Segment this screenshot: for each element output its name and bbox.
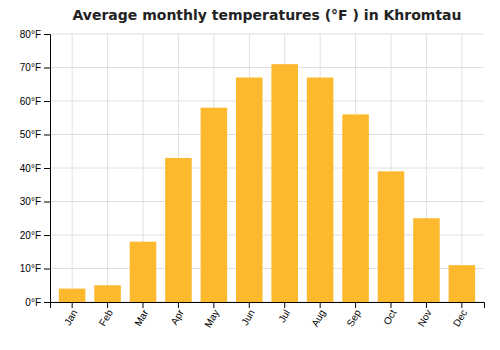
bar: [271, 64, 298, 302]
grid-line: [50, 201, 484, 202]
bar: [378, 171, 405, 302]
grid-line: [50, 134, 484, 135]
y-tick: 50°F: [20, 129, 50, 140]
grid: [50, 34, 484, 302]
tick-mark: [44, 34, 50, 35]
x-tick-label: May: [202, 308, 221, 330]
grid-line: [50, 101, 484, 102]
x-tick: May: [202, 302, 221, 330]
axis-line: [51, 303, 485, 309]
axis-line: [44, 35, 51, 303]
grid-line: [72, 34, 73, 302]
y-tick: 80°F: [20, 29, 50, 40]
bar: [307, 78, 334, 302]
y-tick-label: 70°F: [20, 62, 41, 73]
tick-mark: [355, 302, 356, 308]
tick-mark: [44, 135, 50, 136]
tick-mark: [107, 302, 108, 308]
y-tick: 20°F: [20, 230, 50, 241]
y-tick-label: 60°F: [20, 96, 41, 107]
y-axis: 0°F 10°F 20°F 30°F 40°F 50°F 60°F 70°F 80°F: [20, 29, 51, 308]
grid-line: [50, 34, 484, 35]
tick-mark: [44, 302, 50, 303]
grid-line: [50, 67, 484, 68]
grid-line: [50, 168, 484, 169]
plot: Jan Feb Mar Apr May Jun Jul Aug Sep Oct Nov Dec 0°F 1…: [20, 29, 485, 330]
y-tick-label: 80°F: [20, 29, 41, 40]
tick-mark: [320, 302, 321, 308]
y-tick: 70°F: [20, 62, 50, 73]
x-tick: Apr: [169, 302, 187, 327]
tick-mark: [391, 302, 392, 308]
tick-mark: [143, 302, 144, 308]
y-tick-label: 0°F: [25, 297, 41, 308]
y-tick: 60°F: [20, 96, 50, 107]
bar: [342, 114, 369, 302]
y-tick-label: 20°F: [20, 230, 41, 241]
x-tick-label: Jul: [276, 308, 292, 325]
x-tick: Jun: [239, 302, 257, 327]
bar: [130, 242, 157, 302]
bar: [59, 289, 86, 302]
tick-mark: [213, 302, 214, 308]
grid-line: [461, 34, 462, 302]
x-tick-label: Feb: [97, 307, 115, 328]
grid-line: [107, 34, 108, 302]
x-tick: Aug: [309, 302, 327, 329]
title: Average monthly temperatures (°F ) in Kh…: [72, 7, 461, 23]
x-tick-label: Apr: [169, 307, 187, 327]
y-tick-label: 50°F: [20, 129, 41, 140]
y-tick-label: 30°F: [20, 196, 41, 207]
y-tick-label: 10°F: [20, 263, 41, 274]
tick-mark: [44, 168, 50, 169]
x-tick: Jul: [276, 302, 292, 324]
x-tick-label: Dec: [451, 308, 469, 329]
x-tick-label: Sep: [345, 307, 364, 328]
y-tick-label: 40°F: [20, 163, 41, 174]
bar: [94, 285, 121, 302]
tick-mark: [461, 302, 462, 308]
tick-mark: [426, 302, 427, 308]
tick-mark: [44, 101, 50, 102]
tick-mark: [44, 202, 50, 203]
x-tick: Jan: [62, 302, 80, 327]
x-tick: Oct: [381, 302, 398, 327]
x-tick-label: Jun: [239, 308, 257, 327]
x-tick-label: Nov: [415, 308, 433, 329]
x-tick-label: Mar: [132, 307, 150, 328]
bar: [449, 265, 476, 302]
tick-mark: [44, 269, 50, 270]
bar: [413, 218, 440, 302]
y-tick: 10°F: [20, 263, 50, 274]
x-tick: Dec: [451, 302, 469, 329]
tick-mark: [44, 235, 50, 236]
bar: [201, 108, 228, 302]
x-tick-label: Aug: [309, 308, 327, 329]
x-tick: Mar: [132, 302, 150, 328]
x-tick: Sep: [345, 302, 364, 329]
x-tick-label: Jan: [62, 308, 80, 327]
x-tick: Feb: [97, 302, 115, 328]
y-tick: 0°F: [25, 297, 50, 308]
x-tick-label: Oct: [381, 308, 398, 327]
tick-mark: [284, 302, 285, 308]
x-axis: Jan Feb Mar Apr May Jun Jul Aug Sep Oct Nov Dec: [51, 302, 485, 330]
tick-mark: [178, 302, 179, 308]
x-tick: Nov: [415, 302, 433, 329]
y-tick: 40°F: [20, 163, 50, 174]
y-tick: 30°F: [20, 196, 50, 207]
bar: [165, 158, 192, 302]
bar: [236, 78, 263, 302]
tick-mark: [44, 68, 50, 69]
bars: [59, 64, 475, 302]
chart: Jan Feb Mar Apr May Jun Jul Aug Sep Oct Nov Dec 0°F 1…: [0, 0, 500, 350]
tick-mark: [249, 302, 250, 308]
tick-mark: [72, 302, 73, 308]
